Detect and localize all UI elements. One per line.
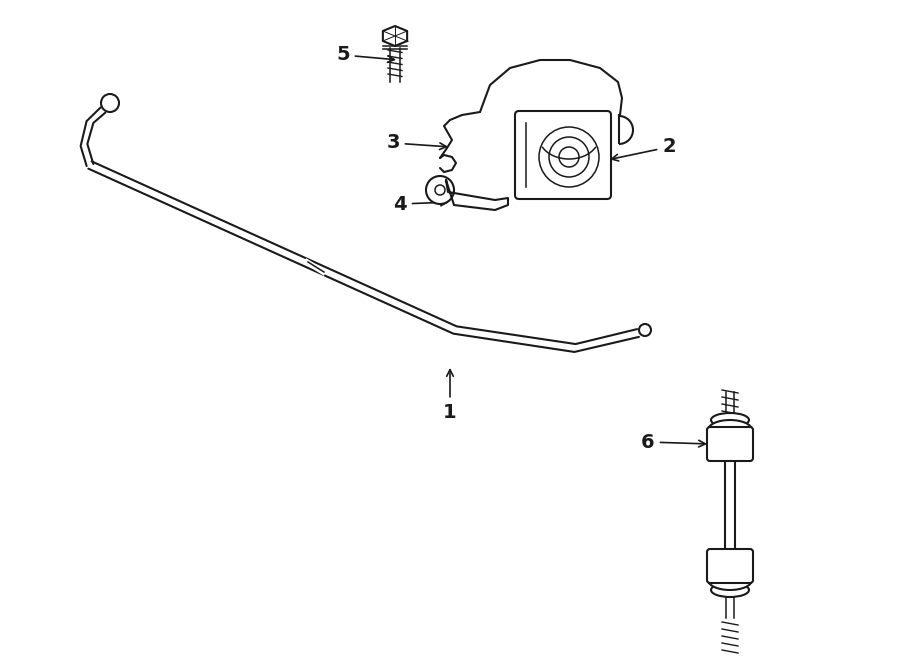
Text: 1: 1 (443, 369, 457, 422)
Text: 5: 5 (337, 46, 394, 65)
Circle shape (426, 176, 454, 204)
FancyBboxPatch shape (707, 549, 753, 583)
FancyBboxPatch shape (515, 111, 611, 199)
Ellipse shape (711, 583, 749, 597)
Circle shape (639, 324, 651, 336)
Ellipse shape (708, 570, 752, 590)
Text: 2: 2 (611, 137, 676, 161)
Ellipse shape (708, 420, 752, 440)
Text: 4: 4 (393, 194, 447, 214)
Text: 6: 6 (641, 432, 706, 451)
FancyBboxPatch shape (707, 427, 753, 461)
Circle shape (101, 94, 119, 112)
Polygon shape (382, 26, 407, 46)
Text: 3: 3 (386, 134, 446, 153)
Polygon shape (446, 180, 508, 210)
Ellipse shape (711, 413, 749, 427)
